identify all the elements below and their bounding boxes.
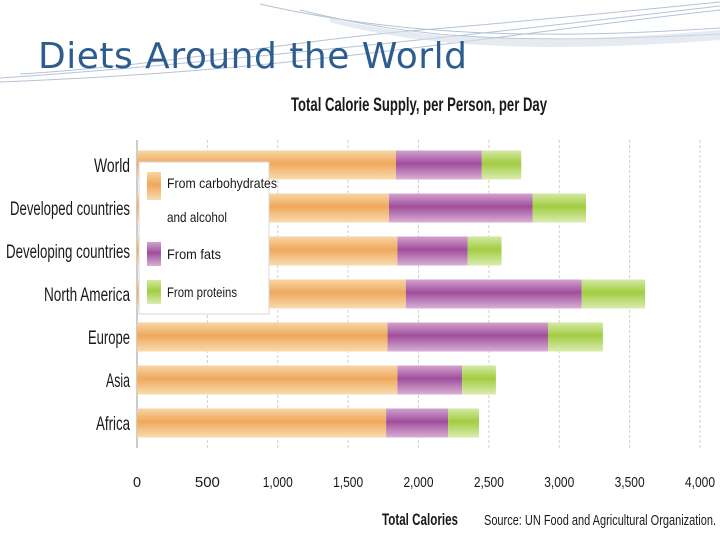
category-label: North America (44, 285, 130, 306)
bar-segment (388, 193, 533, 223)
x-tick-label: 500 (195, 474, 220, 491)
category-label: Asia (106, 371, 130, 392)
legend-label: From carbohydrates (167, 175, 277, 191)
legend-swatch (147, 280, 161, 304)
bar-segment (467, 236, 502, 266)
header-swoosh-decoration (0, 1, 720, 83)
bar-segment (395, 150, 482, 180)
category-label: Europe (88, 328, 130, 349)
category-label: Developed countries (10, 199, 130, 220)
source-note: Source: UN Food and Agricultural Organiz… (484, 512, 716, 529)
slide-title: Diets Around the World (38, 36, 468, 77)
bar-segment (137, 365, 398, 395)
bar-segment (405, 279, 582, 309)
x-tick-label: 1,500 (333, 474, 363, 491)
bar-segment (581, 279, 646, 309)
legend-swatch (147, 242, 161, 266)
category-label: Developing countries (6, 242, 130, 263)
x-tick-labels: 0 500 1,000 1,500 2,000 2,500 3,000 3,500 4,000 (133, 474, 715, 491)
legend: From carbohydrates and alcohol From fats Fr… (138, 161, 277, 315)
bar-segment (547, 322, 603, 352)
bar-segment (137, 322, 388, 352)
bar-segment (386, 408, 449, 438)
legend-label: From fats (167, 246, 221, 262)
x-tick-label: 0 (133, 474, 141, 491)
legend-label: From proteins (167, 284, 237, 300)
x-tick-label: 1,000 (263, 474, 293, 491)
x-tick-label: 2,500 (474, 474, 504, 491)
bar-segment (481, 150, 522, 180)
x-tick-label: 4,000 (685, 474, 715, 491)
gridlines (136, 140, 701, 448)
bar-segment (532, 193, 586, 223)
bar-segment (462, 365, 496, 395)
legend-label: and alcohol (167, 209, 227, 225)
x-tick-label: 3,500 (615, 474, 645, 491)
category-label: World (94, 156, 130, 177)
bar-segment (387, 322, 548, 352)
bar-segment (137, 408, 387, 438)
category-label: Africa (96, 414, 130, 435)
x-tick-label: 3,000 (544, 474, 574, 491)
category-labels: World Developed countries Developing count… (6, 156, 130, 435)
bar-segment (397, 236, 468, 266)
chart-title: Total Calorie Supply, per Person, per Da… (291, 95, 547, 116)
bar-segment (448, 408, 480, 438)
bar-segment (397, 365, 463, 395)
legend-swatch (147, 172, 161, 200)
x-axis-label: Total Calories (382, 510, 458, 529)
x-tick-label: 2,000 (404, 474, 434, 491)
